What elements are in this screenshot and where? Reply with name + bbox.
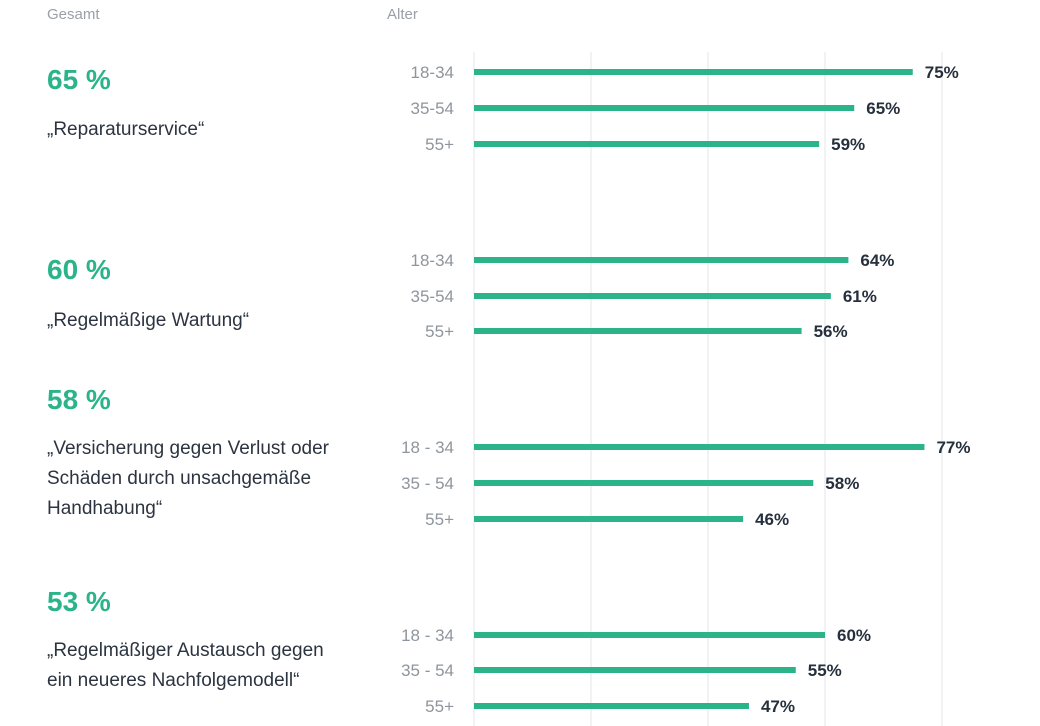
group-label-3: „Versicherung gegen Verlust oder Schäden… xyxy=(47,438,330,519)
value-label: 77% xyxy=(936,438,970,457)
age-label: 18-34 xyxy=(411,63,454,82)
value-label: 65% xyxy=(866,99,900,118)
group-total-1: 65 % xyxy=(47,64,111,95)
age-label: 35-54 xyxy=(411,99,454,118)
value-label: 59% xyxy=(831,135,865,154)
group-total-2: 60 % xyxy=(47,254,111,285)
column-header-total: Gesamt xyxy=(47,6,100,23)
group-total-4: 53 % xyxy=(47,586,111,617)
group-total-3: 58 % xyxy=(47,384,111,415)
group-label-1: „Reparaturservice“ xyxy=(47,119,205,140)
age-label: 18 - 34 xyxy=(401,438,454,457)
group-label-2: „Regelmäßige Wartung“ xyxy=(47,310,250,331)
age-label: 55+ xyxy=(425,510,454,529)
value-label: 47% xyxy=(761,697,795,716)
value-label: 75% xyxy=(925,63,959,82)
age-label: 35 - 54 xyxy=(401,474,454,493)
group-label-4: „Regelmäßiger Austausch gegen ein neuere… xyxy=(47,640,324,691)
age-label: 18 - 34 xyxy=(401,626,454,645)
value-label: 58% xyxy=(825,474,859,493)
age-label: 55+ xyxy=(425,135,454,154)
value-label: 61% xyxy=(843,287,877,306)
age-label: 55+ xyxy=(425,697,454,716)
value-label: 55% xyxy=(808,661,842,680)
age-label: 18-34 xyxy=(411,251,454,270)
value-label: 60% xyxy=(837,626,871,645)
value-label: 64% xyxy=(860,251,894,270)
value-label: 56% xyxy=(814,322,848,341)
age-label: 35 - 54 xyxy=(401,661,454,680)
age-label: 35-54 xyxy=(411,287,454,306)
age-label: 55+ xyxy=(425,322,454,341)
column-header-age: Alter xyxy=(387,6,418,23)
value-label: 46% xyxy=(755,510,789,529)
